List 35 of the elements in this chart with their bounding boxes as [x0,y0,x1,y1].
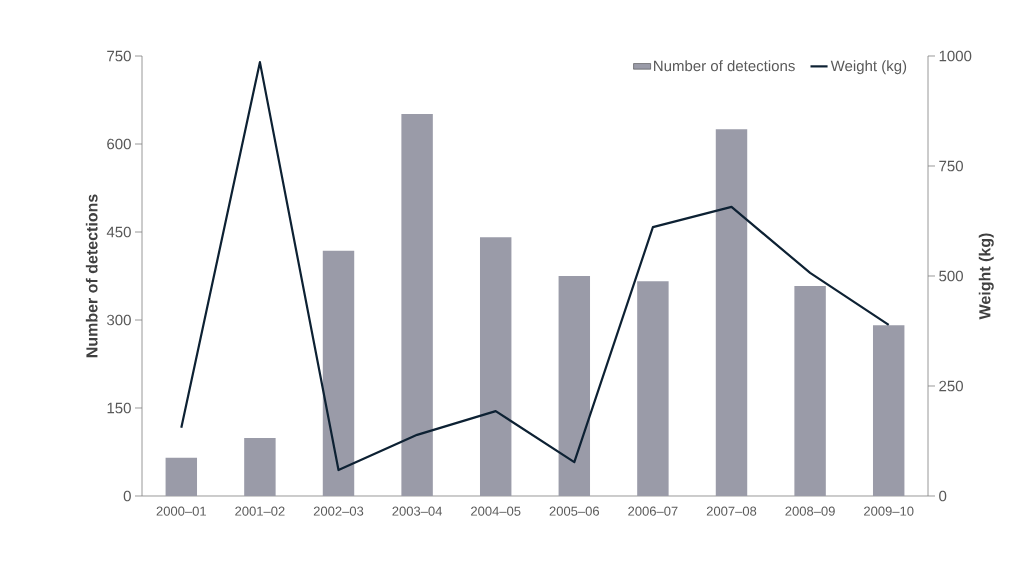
legend-label: Weight (kg) [830,60,907,75]
bar [479,237,512,496]
y-tick-label: 750 [107,50,131,62]
bar [165,457,198,496]
x-tick-label: 2002–03 [313,506,364,516]
y2-tick-label: 1000 [939,50,972,62]
bar [322,250,355,496]
y2-tick-label: 250 [939,380,963,392]
y2-tick-label: 500 [939,270,963,282]
y-tick-label: 450 [106,226,131,238]
x-tick-label: 2001–02 [235,506,285,516]
y-tick-label: 600 [107,138,131,150]
y2-axis-title: Weight (kg) [978,233,994,320]
y-axis-title: Number of detections [85,194,98,358]
bar [637,281,669,496]
x-tick-label: 2007–08 [706,506,757,516]
bar [794,285,826,496]
bar [244,437,276,496]
y2-tick-label: 0 [939,490,947,502]
x-tick-label: 2003–04 [392,506,443,516]
x-tick-label: 2006–07 [628,506,678,516]
bar [715,129,748,496]
legend-label: Number of detections [654,60,795,72]
x-tick-label: 2008–09 [785,506,835,516]
x-tick-label: 2005–06 [549,506,600,516]
bar [872,325,905,496]
bar [401,114,433,496]
y-tick-label: 150 [107,402,131,414]
bar [558,276,591,496]
y-tick-label: 0 [123,490,131,502]
y2-tick-label: 750 [939,160,963,172]
x-tick-label: 2004–05 [471,506,521,516]
y-tick-label: 300 [107,314,131,326]
x-tick-label: 2000–01 [156,506,206,516]
x-tick-label: 2009–10 [864,506,914,516]
